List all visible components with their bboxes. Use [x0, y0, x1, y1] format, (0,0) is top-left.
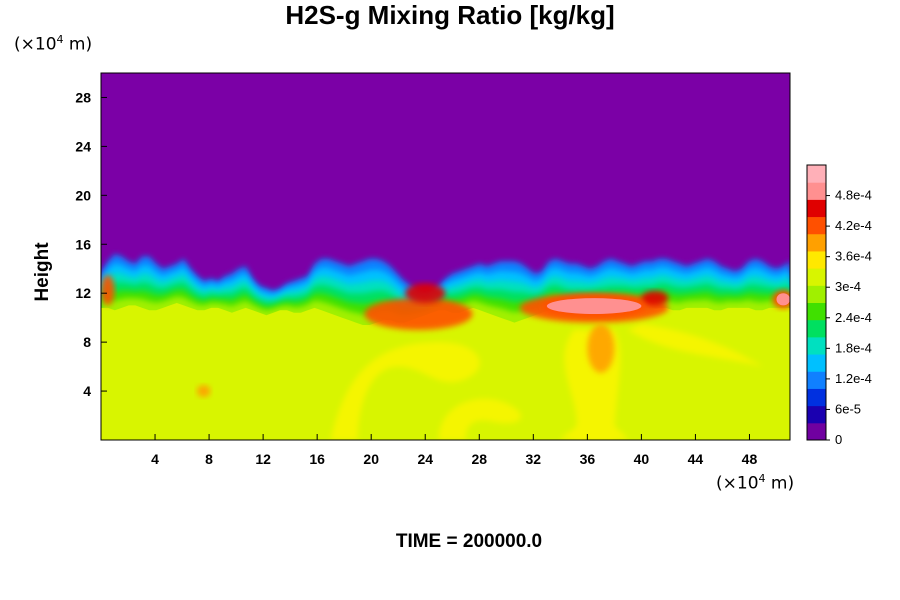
colorbar-tick-label: 6e-5 [835, 401, 861, 416]
yellow-swirl [438, 398, 522, 440]
high-concentration-region [587, 323, 615, 373]
colorbar-tick-label: 2.4e-4 [835, 310, 872, 325]
y-axis: 4 8 12 16 20 24 28 [75, 89, 107, 399]
colorbar-segment [807, 268, 826, 286]
colorbar-segment [807, 250, 826, 269]
x-tick-label: 40 [634, 451, 650, 467]
x-tick-label: 44 [688, 451, 704, 467]
x-tick-label: 16 [309, 451, 325, 467]
y-tick-label: 16 [75, 236, 91, 252]
colorbar-segment [807, 199, 826, 218]
max-concentration-region [546, 298, 642, 314]
x-tick-label: 20 [363, 451, 379, 467]
x-tick-label: 32 [526, 451, 542, 467]
y-tick-label: 4 [83, 383, 91, 399]
colorbar-tick-label: 4.2e-4 [835, 218, 872, 233]
high-concentration-region [364, 298, 473, 330]
colorbar-segment [807, 422, 826, 441]
x-tick-label: 8 [205, 451, 213, 467]
x-unit-label: (×104 m) [716, 472, 795, 494]
colorbar-segment [807, 371, 826, 389]
colorbar-segment [807, 216, 826, 235]
y-tick-label: 12 [75, 285, 91, 301]
colorbar-frame [806, 164, 827, 441]
x-tick-label: 28 [471, 451, 487, 467]
x-tick-label: 24 [417, 451, 433, 467]
plot-frame [100, 72, 791, 441]
y-tick-label: 20 [75, 187, 91, 203]
high-concentration-region [196, 384, 211, 398]
high-concentration-region [404, 283, 446, 303]
y-tick-label: 8 [83, 334, 91, 350]
colorbar-segment [807, 354, 826, 372]
colorbar-tick-label: 3e-4 [835, 279, 861, 294]
colorbar-segment [807, 182, 826, 200]
high-concentration-region [101, 274, 115, 306]
colorbar-segment [807, 405, 826, 424]
colorbar: 0 6e-5 1.2e-4 1.8e-4 2.4e-4 3e-4 3.6e-4 4.2e-4 4… [806, 164, 872, 447]
colorbar-tick-label: 4.8e-4 [835, 188, 872, 203]
x-tick-label: 48 [742, 451, 758, 467]
max-concentration-region [776, 293, 790, 306]
x-tick-label: 4 [151, 451, 159, 467]
high-concentration-region [641, 290, 669, 306]
colorbar-tick-label: 3.6e-4 [835, 249, 872, 264]
x-tick-label: 36 [580, 451, 596, 467]
colorbar-segment [807, 319, 826, 338]
yellow-swirl [330, 342, 480, 440]
colorbar-tick-label: 1.8e-4 [835, 340, 872, 355]
colorbar-segment [807, 302, 826, 321]
y-tick-label: 28 [75, 89, 91, 105]
y-tick-label: 24 [75, 138, 91, 154]
plot-area [101, 73, 790, 440]
colorbar-tick-label: 1.2e-4 [835, 371, 872, 386]
x-axis: 4 8 12 16 20 24 28 32 36 40 44 48 [151, 434, 757, 467]
yellow-swirl [560, 423, 628, 440]
colorbar-segment [807, 165, 826, 183]
yellow-swirl [627, 323, 763, 367]
colorbar-segment [807, 388, 826, 407]
colorbar-segment [807, 336, 826, 355]
colorbar-tick-label: 0 [835, 432, 842, 447]
chart-title: H2S-g Mixing Ratio [kg/kg] [285, 0, 615, 30]
y-unit-label: (×104 m) [14, 33, 93, 55]
time-label: TIME = 200000.0 [395, 531, 543, 552]
colorbar-segment [807, 285, 826, 303]
colorbar-segment [807, 233, 826, 252]
x-tick-label: 12 [255, 451, 271, 467]
